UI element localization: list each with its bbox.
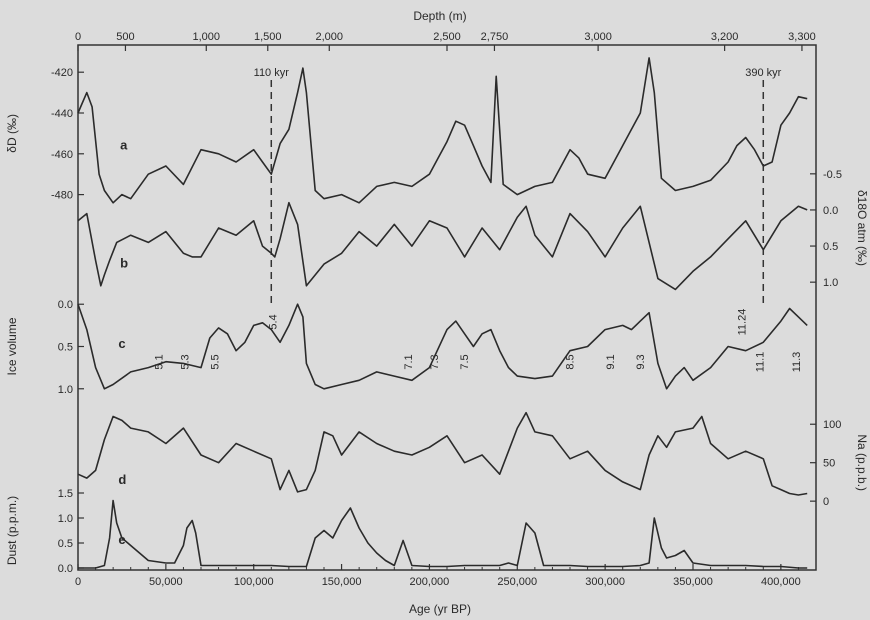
stage-label: 5.4 — [268, 314, 280, 329]
depth-tick-label: 2,500 — [433, 31, 461, 43]
series-a-axis-title: δD (‰) — [5, 114, 19, 153]
age-axis: 0 50,000 100,000 150,000 200,000 250,000 300,0… — [75, 564, 801, 588]
series-e-line — [78, 499, 808, 569]
age-tick-label: 0 — [75, 576, 81, 588]
series-b-tick-label: 0.5 — [823, 241, 838, 253]
series-b-axis-title: δ18O atm (‰) — [855, 190, 869, 266]
series-d-tick-label: 100 — [823, 419, 841, 431]
stage-label: 8.5 — [565, 354, 577, 369]
series-e-tick-label: 1.5 — [58, 488, 73, 500]
age-tick-label: 100,000 — [234, 576, 274, 588]
series-c-axis-title: Ice volume — [5, 317, 19, 375]
series-d-tick-label: 0 — [823, 496, 829, 508]
marker-label: 110 kyr — [254, 67, 290, 79]
stage-label: 11.1 — [754, 352, 766, 373]
age-tick-label: 350,000 — [673, 576, 713, 588]
age-tick-label: 300,000 — [585, 576, 625, 588]
stage-label: 5.3 — [180, 354, 192, 369]
series-a-tick-label: -440 — [51, 108, 73, 120]
series-e-label: e — [118, 532, 125, 547]
series-a-line — [77, 57, 808, 204]
age-tick-label: 400,000 — [761, 576, 801, 588]
depth-axis: 0 500 1,000 1,500 2,000 2,500 2,750 3,000 3,200 3… — [75, 31, 816, 51]
depth-tick-label: 0 — [75, 31, 81, 43]
depth-tick-label: 1,000 — [193, 31, 221, 43]
series-d-label: d — [118, 472, 126, 487]
series-d-tick-label: 50 — [823, 458, 835, 470]
depth-tick-label: 3,200 — [711, 31, 739, 43]
age-tick-label: 200,000 — [410, 576, 450, 588]
series-lines: a b c d e — [77, 57, 808, 569]
age-tick-label: 150,000 — [322, 576, 362, 588]
marker-label: 390 kyr — [745, 67, 781, 79]
series-d-line — [77, 411, 808, 496]
series-b-tick-label: 0.0 — [823, 205, 838, 217]
depth-tick-label: 3,300 — [788, 31, 816, 43]
depth-tick-label: 1,500 — [254, 31, 282, 43]
depth-tick-label: 2,750 — [481, 31, 509, 43]
stage-label: 11.24 — [737, 309, 749, 336]
series-a-tick-label: -420 — [51, 67, 73, 79]
marker-lines: 110 kyr 390 kyr — [254, 67, 782, 305]
stage-label: 11.3 — [791, 352, 803, 373]
series-b-label: b — [120, 256, 128, 271]
stage-label: 9.3 — [635, 354, 647, 369]
series-c-label: c — [118, 336, 125, 351]
stage-label: 9.1 — [605, 354, 617, 369]
depth-tick-label: 500 — [116, 31, 134, 43]
series-b-line — [77, 201, 808, 291]
series-c-tick-label: 0.5 — [58, 342, 73, 354]
age-tick-label: 50,000 — [149, 576, 183, 588]
series-a-label: a — [120, 138, 128, 153]
stage-labels: 5.1 5.3 5.5 5.4 7.1 7.3 7.5 8.5 9.1 9.3 11.24 11.1 1… — [153, 309, 803, 373]
series-e-axis-title: Dust (p.p.m.) — [5, 496, 19, 565]
series-a-tick-label: -460 — [51, 149, 73, 161]
stage-label: 5.5 — [210, 354, 222, 369]
age-tick-label: 250,000 — [497, 576, 537, 588]
age-axis-title: Age (yr BP) — [409, 602, 471, 616]
stage-label: 5.1 — [153, 354, 165, 369]
series-c-tick-label: 1.0 — [58, 384, 73, 396]
series-e-tick-label: 0.0 — [58, 563, 73, 575]
depth-tick-label: 2,000 — [316, 31, 344, 43]
series-b-tick-label: -0.5 — [823, 169, 842, 181]
series-c-line — [77, 303, 808, 390]
series-e-tick-label: 0.5 — [58, 538, 73, 550]
stage-label: 7.1 — [403, 354, 415, 369]
depth-axis-title: Depth (m) — [413, 9, 466, 23]
series-c-tick-label: 0.0 — [58, 299, 73, 311]
stage-label: 7.3 — [429, 354, 441, 369]
series-e-tick-label: 1.0 — [58, 513, 73, 525]
series-d-axis-title: Na (p.p.b.) — [855, 434, 869, 491]
plot-frame — [77, 44, 817, 571]
series-a-tick-label: -480 — [51, 190, 73, 202]
series-axes: -420 -440 -460 -480 δD (‰) -0.5 0.0 0.5 1.0 δ18O … — [5, 67, 869, 575]
depth-tick-label: 3,000 — [584, 31, 612, 43]
stage-label: 7.5 — [459, 354, 471, 369]
series-b-tick-label: 1.0 — [823, 277, 838, 289]
